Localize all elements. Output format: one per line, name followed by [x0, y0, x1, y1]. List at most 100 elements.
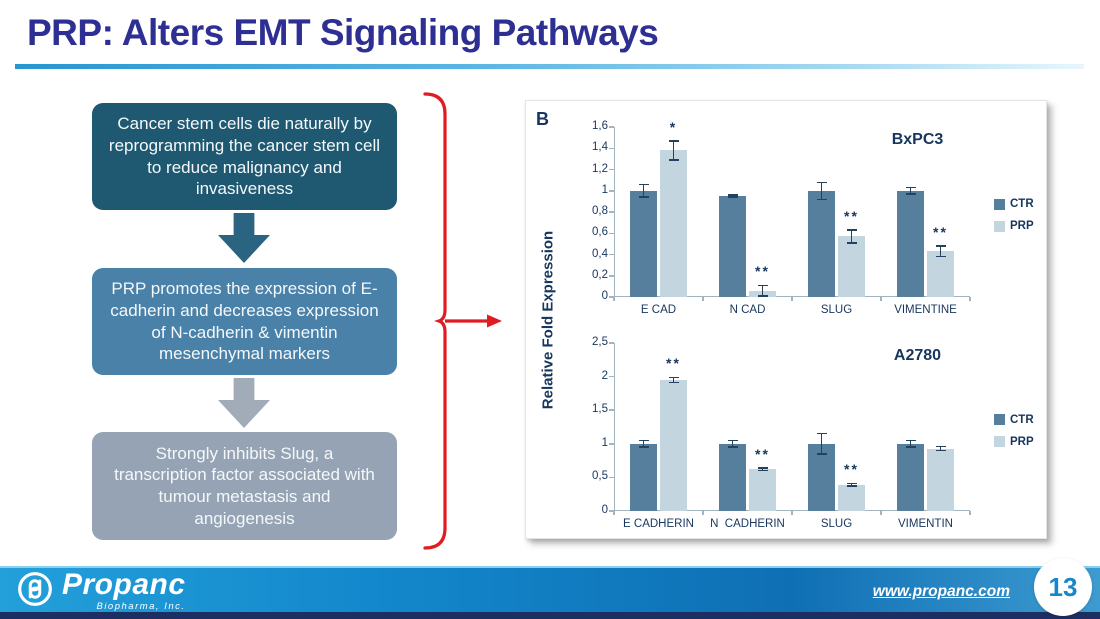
- significance-stars: **: [755, 445, 770, 462]
- page-title: PRP: Alters EMT Signaling Pathways: [27, 12, 659, 53]
- bar-ctr: [719, 196, 746, 297]
- error-cap-top: [816, 432, 827, 435]
- significance-stars: **: [844, 461, 859, 478]
- flow-box-1-text: Cancer stem cells die naturally by repro…: [108, 114, 381, 199]
- legend-item-ctr: CTR: [994, 414, 1034, 426]
- legend-label: CTR: [1010, 413, 1034, 426]
- bar-chart-a2780: 0 0,5 1 1,5 2 2,5 E CADHERIN ** N CADHERIN ** SLUG…: [582, 333, 1034, 533]
- flow-box-2: PRP promotes the expression of E-cadheri…: [92, 268, 397, 375]
- error-cap-bottom: [846, 485, 857, 487]
- y-tick-label: 1,6: [592, 120, 608, 132]
- error-bar: [761, 285, 764, 296]
- bar-prp: [660, 379, 687, 511]
- bar-ctr: [630, 190, 657, 297]
- error-bar: [909, 187, 912, 194]
- error-cap-top: [668, 376, 679, 379]
- error-cap-bottom: [905, 193, 916, 195]
- bar-ctr: [719, 443, 746, 511]
- x-tick-mark: [791, 297, 793, 301]
- plot-area: [614, 343, 970, 511]
- flow-box-3: Strongly inhibits Slug, a transcription …: [92, 432, 397, 540]
- x-tick-mark: [613, 297, 615, 301]
- y-tick-mark: [609, 510, 614, 512]
- error-bar: [731, 195, 734, 198]
- legend-item-prp: PRP: [994, 436, 1034, 448]
- error-cap-top: [905, 186, 916, 189]
- error-bar: [642, 440, 645, 448]
- bar-ctr: [630, 443, 657, 511]
- down-arrow-icon: [218, 378, 270, 428]
- x-tick-label: SLUG: [820, 304, 853, 316]
- flow-box-1: Cancer stem cells die naturally by repro…: [92, 103, 397, 210]
- bar-prp: [927, 251, 954, 297]
- significance-stars: **: [933, 224, 948, 240]
- error-cap-top: [846, 229, 857, 231]
- bar-ctr: [808, 190, 835, 297]
- y-tick-mark: [609, 253, 614, 256]
- propanc-logo-icon: [18, 572, 52, 606]
- significance-stars: **: [666, 355, 681, 372]
- error-cap-bottom: [935, 255, 946, 258]
- y-tick-label: 2,5: [592, 336, 608, 348]
- y-tick-label: 1,2: [592, 162, 608, 175]
- error-cap-top: [757, 284, 768, 287]
- legend-label: PRP: [1010, 220, 1034, 233]
- legend-item-ctr: CTR: [994, 198, 1034, 210]
- legend-swatch-icon: [994, 436, 1005, 448]
- chart-title: BxPC3: [891, 131, 944, 148]
- footer-band: [0, 566, 1100, 612]
- error-cap-bottom: [757, 295, 768, 297]
- title-underline: [15, 64, 1084, 69]
- y-tick-label: 0: [601, 504, 608, 516]
- x-tick-label: VIMENTINE: [894, 304, 957, 316]
- error-cap-bottom: [905, 446, 916, 448]
- y-tick-mark: [609, 409, 614, 411]
- error-bar: [939, 446, 942, 451]
- bar-prp: [749, 469, 776, 511]
- significance-stars: **: [755, 263, 770, 280]
- x-tick-label: E CAD: [640, 304, 677, 316]
- legend-label: PRP: [1010, 435, 1034, 448]
- chart-title: A2780: [893, 347, 942, 364]
- bar-prp: [660, 150, 687, 297]
- error-cap-bottom: [638, 196, 649, 198]
- y-tick-label: 0,5: [592, 470, 608, 483]
- x-tick-label: N CAD: [729, 304, 766, 316]
- y-tick-mark: [609, 168, 614, 171]
- significance-stars: **: [844, 208, 859, 225]
- error-bar: [909, 440, 912, 448]
- y-tick-label: 0,6: [592, 226, 608, 239]
- y-tick-mark: [609, 147, 614, 149]
- error-cap-bottom: [816, 453, 827, 455]
- error-cap-top: [757, 467, 768, 469]
- x-tick-mark: [613, 511, 615, 515]
- bar-ctr: [808, 443, 835, 511]
- x-tick-label: N CADHERIN: [710, 518, 785, 530]
- error-cap-bottom: [668, 159, 679, 161]
- y-tick-mark: [609, 476, 614, 479]
- bar-prp: [838, 484, 865, 511]
- x-tick-label: E CADHERIN: [623, 518, 694, 530]
- error-cap-bottom: [668, 381, 679, 384]
- error-cap-top: [905, 439, 916, 442]
- y-tick-label: 0,2: [592, 268, 608, 281]
- error-cap-top: [727, 194, 738, 196]
- legend-swatch-icon: [994, 220, 1005, 232]
- significance-stars: *: [669, 118, 678, 135]
- y-tick-mark: [609, 296, 614, 298]
- y-tick-label: 0,4: [592, 247, 608, 260]
- error-bar: [642, 184, 645, 198]
- logo-subtitle: Biopharma, Inc.: [96, 601, 186, 612]
- x-tick-mark: [702, 511, 704, 515]
- y-tick-mark: [609, 232, 614, 234]
- x-tick-mark: [702, 297, 704, 301]
- bar-ctr: [897, 443, 924, 511]
- logo-text: Propanc: [62, 568, 186, 601]
- website-link[interactable]: www.propanc.com: [872, 583, 1010, 600]
- legend-swatch-icon: [994, 198, 1005, 210]
- x-tick-mark: [969, 511, 971, 515]
- legend-item-prp: PRP: [994, 220, 1034, 232]
- legend-swatch-icon: [994, 414, 1005, 426]
- bar-prp: [927, 448, 954, 511]
- error-cap-top: [638, 183, 649, 186]
